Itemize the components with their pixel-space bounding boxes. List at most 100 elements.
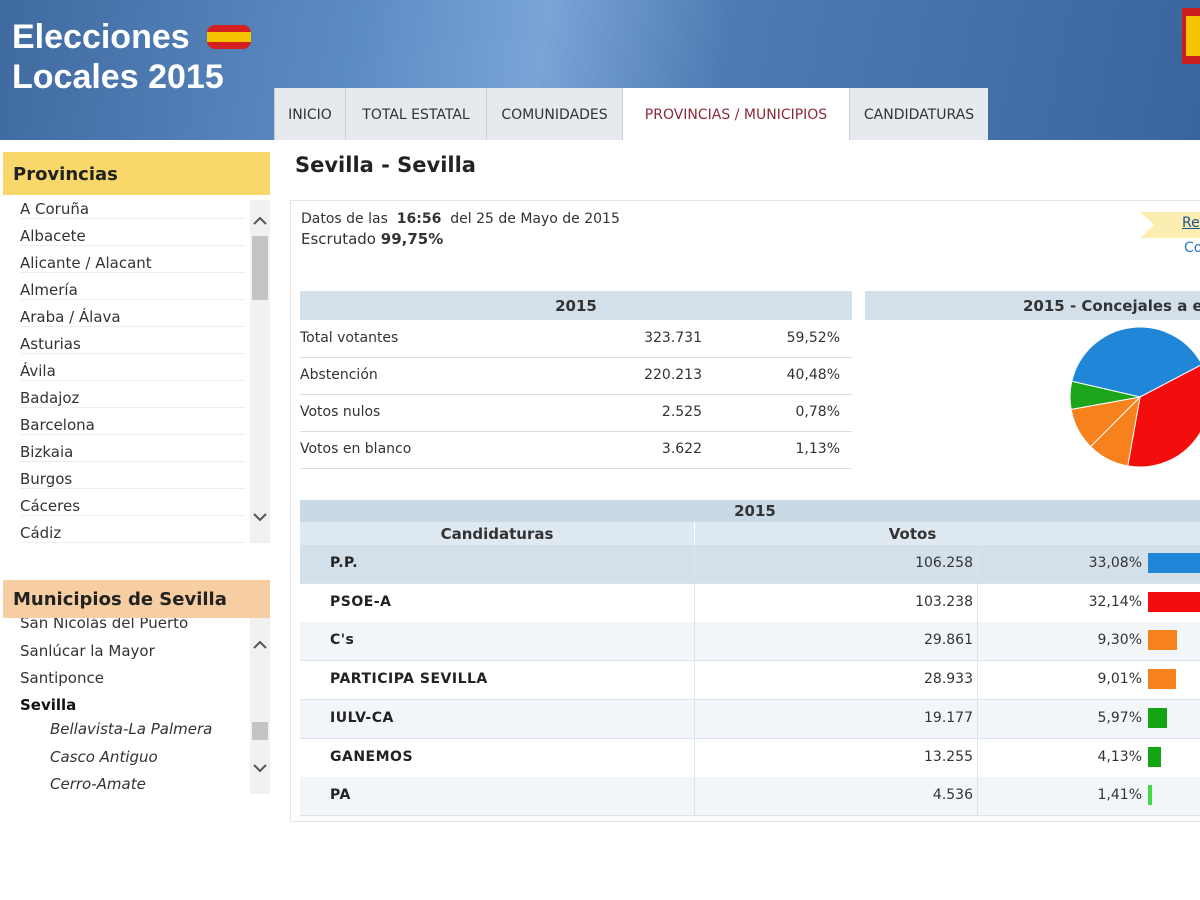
column-header: Candidaturas (300, 522, 694, 545)
result-row[interactable] (300, 777, 1200, 817)
summary-percent: 59,52% (786, 330, 840, 346)
scrollbar[interactable] (250, 618, 270, 794)
percent-bar (1148, 669, 1176, 690)
summary-count: 323.731 (644, 330, 702, 346)
municipalities-header: Municipios de Sevilla (3, 580, 270, 618)
seats-pie-chart (1069, 326, 1200, 468)
municipality-item[interactable]: San Nicolás del Puerto (20, 614, 189, 632)
page-title: Sevilla - Sevilla (295, 153, 476, 177)
nav-tab[interactable]: INICIO (274, 88, 345, 140)
party-votes: 19.177 (924, 709, 973, 726)
scroll-arrows (253, 216, 267, 773)
province-item[interactable]: Bizkaia (20, 443, 245, 462)
summary-row (300, 358, 852, 395)
percent-bar (1148, 785, 1153, 806)
summary-row (300, 395, 852, 432)
percent-bar (1148, 707, 1167, 728)
cell-divider (694, 738, 695, 777)
percent-bar (1148, 630, 1177, 651)
nav-tab[interactable]: TOTAL ESTATAL (345, 88, 486, 140)
summary-row (300, 321, 852, 358)
scrollbar[interactable] (250, 200, 270, 543)
content-panel (290, 200, 1200, 822)
nav-tab[interactable]: PROVINCIAS / MUNICIPIOS (622, 88, 849, 140)
cell-divider (977, 777, 978, 816)
party-votes: 103.238 (915, 593, 973, 610)
summary-count: 2.525 (661, 404, 702, 420)
province-item[interactable]: Cádiz (20, 524, 245, 543)
party-name: IULV-CA (330, 709, 394, 726)
site-title: Elecciones (12, 18, 190, 56)
result-row[interactable] (300, 583, 1200, 623)
cell-divider (977, 699, 978, 738)
province-item[interactable]: Barcelona (20, 416, 245, 435)
party-percent: 5,97% (1097, 709, 1142, 726)
summary-percent: 1,13% (795, 441, 840, 457)
province-item[interactable]: Ávila (20, 362, 245, 381)
party-name: PA (330, 787, 351, 804)
scrutiny-value: 99,75% (380, 230, 444, 248)
party-name: C's (330, 632, 355, 649)
link[interactable]: Re (1182, 215, 1200, 231)
nav-tab[interactable]: CANDIDATURAS (849, 88, 988, 140)
party-votes: 28.933 (924, 671, 973, 688)
province-item[interactable]: Almería (20, 281, 245, 300)
label: Escrutado (301, 230, 376, 248)
cell-divider (977, 545, 978, 583)
cell-divider (694, 777, 695, 816)
municipality-item[interactable]: Santiponce (20, 669, 104, 687)
result-row[interactable] (300, 699, 1200, 739)
province-item[interactable]: Cáceres (20, 497, 245, 516)
seats-chart-title: 2015 - Concejales a e (865, 291, 1200, 320)
province-item[interactable]: Alicante / Alacant (20, 254, 245, 273)
link[interactable]: Co (1184, 240, 1200, 256)
cell-divider (977, 661, 978, 700)
site-title: Locales 2015 (12, 58, 224, 96)
date: del 25 de Mayo de 2015 (450, 211, 620, 227)
summary-label: Votos en blanco (300, 441, 412, 457)
district-item[interactable]: Casco Antiguo (50, 747, 158, 766)
result-row[interactable] (300, 661, 1200, 701)
party-votes: 4.536 (932, 787, 973, 804)
summary-count: 3.622 (661, 441, 702, 457)
percent-bar (1148, 591, 1200, 612)
province-item[interactable]: Burgos (20, 470, 245, 489)
cell-divider (977, 738, 978, 777)
result-row[interactable] (300, 545, 1200, 584)
result-row[interactable] (300, 738, 1200, 778)
party-name: PARTICIPA SEVILLA (330, 671, 488, 688)
percent-bar (1148, 553, 1200, 573)
province-item[interactable]: Badajoz (20, 389, 245, 408)
summary-label: Votos nulos (300, 404, 381, 420)
party-votes: 29.861 (924, 632, 973, 649)
party-percent: 9,01% (1097, 671, 1142, 688)
party-name: P.P. (330, 555, 359, 571)
district-item[interactable]: Bellavista-La Palmera (50, 720, 213, 738)
pie-slice (1071, 326, 1200, 398)
party-name: GANEMOS (330, 748, 414, 765)
result-row[interactable] (300, 622, 1200, 662)
party-percent: 9,30% (1097, 632, 1142, 649)
district-item[interactable]: Cerro-Amate (50, 775, 146, 793)
summary-header: 2015 (300, 291, 852, 320)
cell-divider (694, 661, 695, 700)
results-header: 2015 (300, 500, 1200, 522)
province-item[interactable]: Araba / Álava (20, 308, 245, 327)
provinces-header: Provincias (3, 152, 270, 195)
party-percent: 32,14% (1088, 593, 1142, 610)
selected-municipality[interactable]: Sevilla (20, 696, 77, 714)
province-item[interactable]: Asturias (20, 335, 245, 354)
summary-label: Total votantes (300, 330, 399, 346)
logo-icon (1182, 8, 1200, 64)
party-percent: 1,41% (1097, 787, 1142, 804)
nav-tab[interactable]: COMUNIDADES (486, 88, 622, 140)
party-votes: 13.255 (924, 748, 973, 765)
cell-divider (694, 622, 695, 661)
label: Datos de las (301, 211, 388, 227)
municipality-item[interactable]: Sanlúcar la Mayor (20, 641, 155, 660)
province-item[interactable]: Albacete (20, 227, 245, 246)
province-item[interactable]: A Coruña (20, 200, 245, 219)
column-header: Votos (695, 522, 1200, 545)
summary-percent: 0,78% (795, 404, 840, 420)
